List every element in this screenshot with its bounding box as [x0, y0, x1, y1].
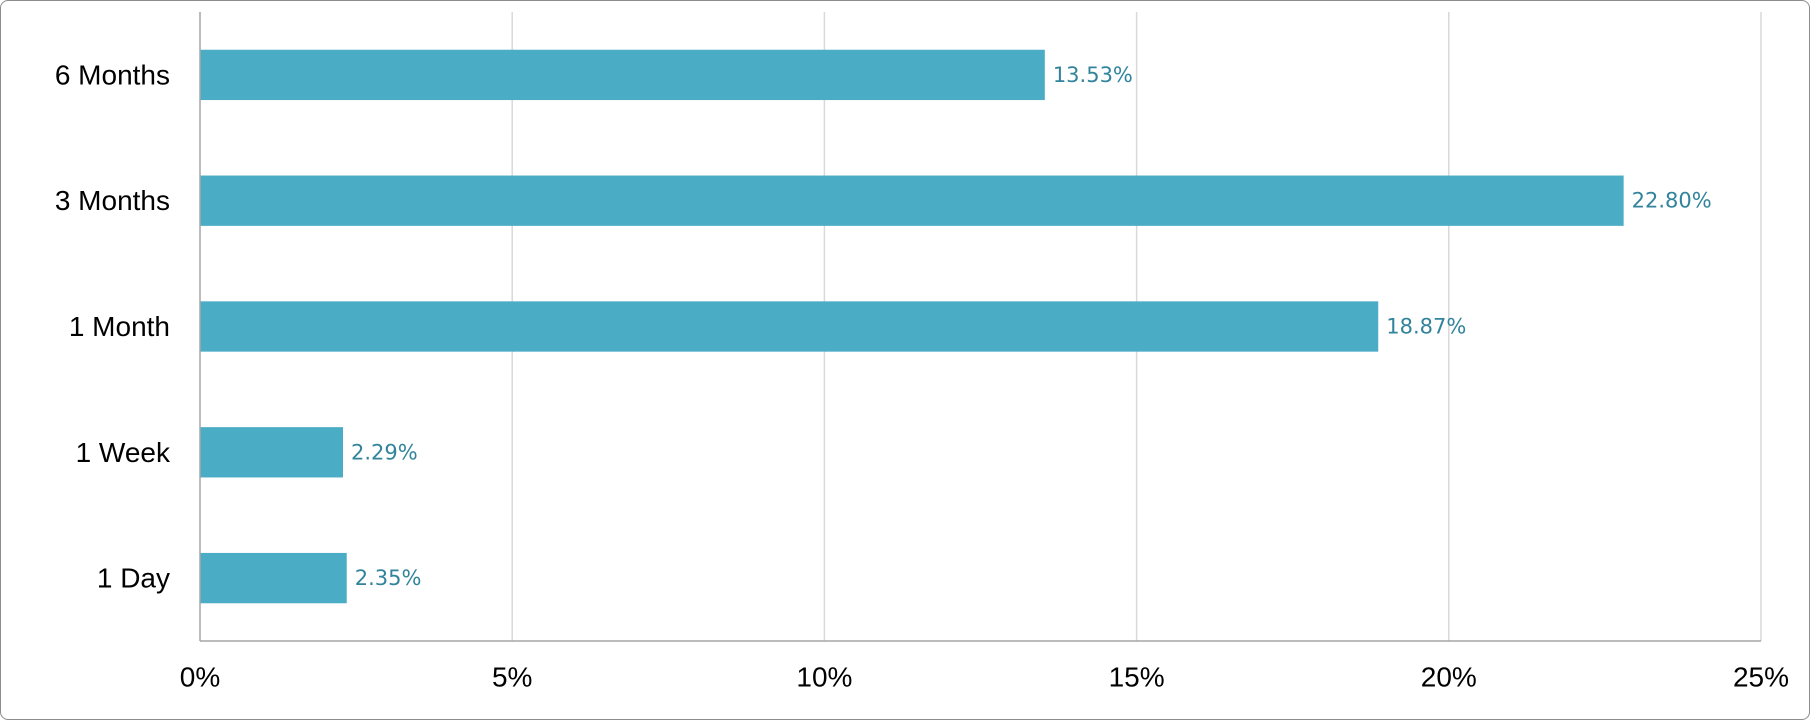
category-label: 1 Month: [69, 311, 170, 342]
category-label: 3 Months: [55, 185, 170, 216]
data-label: 13.53%: [1053, 63, 1133, 87]
x-tick-label: 20%: [1421, 662, 1477, 693]
category-label: 1 Week: [76, 437, 171, 468]
bar-1-month: [200, 301, 1379, 352]
data-label: 2.29%: [351, 440, 418, 464]
x-tick-label: 10%: [796, 662, 852, 693]
bar-1-week: [200, 427, 343, 478]
x-tick-label: 5%: [492, 662, 532, 693]
data-label: 18.87%: [1386, 315, 1466, 339]
bar-1-day: [200, 552, 347, 604]
bar-3-months: [200, 175, 1624, 226]
x-tick-label: 15%: [1109, 662, 1165, 693]
labels: 6 Months 13.53% 3 Months 22.80% 1 Month 18.87…: [55, 59, 1789, 692]
data-label: 22.80%: [1632, 189, 1712, 213]
category-label: 6 Months: [55, 59, 170, 90]
data-label: 2.35%: [355, 566, 422, 590]
bars: [200, 49, 1624, 604]
x-tick-label: 25%: [1733, 662, 1789, 693]
x-tick-label: 0%: [180, 662, 220, 693]
axes: [199, 12, 1761, 642]
bar-6-months: [200, 49, 1045, 101]
category-label: 1 Day: [97, 563, 170, 594]
